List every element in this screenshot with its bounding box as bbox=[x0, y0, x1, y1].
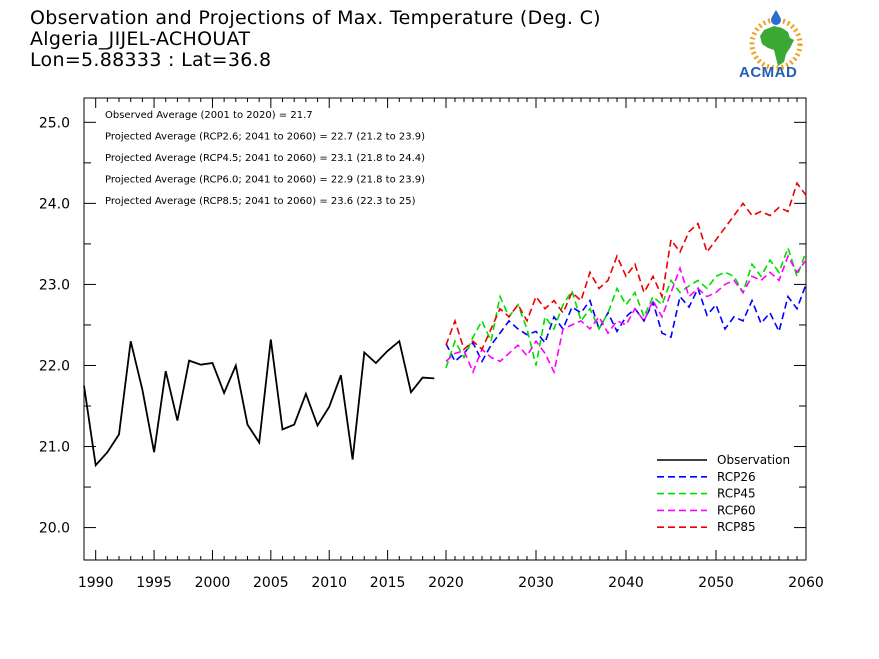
plot-frame bbox=[83, 97, 807, 561]
legend-label-rcp26: RCP26 bbox=[717, 470, 756, 484]
x-tick-label: 2015 bbox=[370, 575, 406, 591]
station-coords: Lon=5.88333 : Lat=36.8 bbox=[30, 49, 272, 71]
acmad-logo-text: ACMAD bbox=[739, 64, 798, 81]
x-tick-label: 2030 bbox=[518, 575, 554, 591]
x-tick-label: 2010 bbox=[311, 575, 347, 591]
chart-title: Observation and Projections of Max. Temp… bbox=[30, 7, 601, 29]
y-tick-label: 21.0 bbox=[39, 440, 70, 456]
x-tick-label: 2050 bbox=[698, 575, 734, 591]
x-tick-label: 2040 bbox=[608, 575, 644, 591]
y-tick-label: 22.0 bbox=[39, 358, 70, 374]
series-line-rcp45 bbox=[445, 245, 807, 369]
annotation-text: Projected Average (RCP6.0; 2041 to 2060)… bbox=[105, 175, 425, 186]
x-tick-label: 2000 bbox=[195, 575, 231, 591]
x-tick-label: 1995 bbox=[136, 575, 172, 591]
legend-label-rcp45: RCP45 bbox=[717, 487, 756, 501]
acmad-logo-icon bbox=[749, 10, 803, 71]
africa-map-icon bbox=[760, 26, 794, 66]
station-name: Algeria_JIJEL-ACHOUAT bbox=[30, 28, 251, 50]
x-tick-label: 2060 bbox=[788, 575, 824, 591]
y-tick-label: 23.0 bbox=[39, 277, 70, 293]
annotation-text: Projected Average (RCP2.6; 2041 to 2060)… bbox=[105, 132, 425, 143]
annotation-text: Observed Average (2001 to 2020) = 21.7 bbox=[105, 110, 313, 121]
legend-label-rcp60: RCP60 bbox=[717, 503, 756, 517]
y-tick-label: 20.0 bbox=[39, 521, 70, 537]
x-tick-label: 1990 bbox=[78, 575, 114, 591]
water-drop-icon bbox=[771, 10, 781, 25]
y-tick-label: 25.0 bbox=[39, 115, 70, 131]
y-tick-label: 24.0 bbox=[39, 196, 70, 212]
sun-rays-icon bbox=[749, 17, 803, 71]
series-line-rcp85 bbox=[445, 181, 807, 351]
annotation-text: Projected Average (RCP8.5; 2041 to 2060)… bbox=[105, 196, 416, 207]
x-tick-label: 2020 bbox=[428, 575, 464, 591]
x-tick-label: 2005 bbox=[253, 575, 289, 591]
legend-label-observation: Observation bbox=[717, 453, 790, 467]
series-line-rcp26 bbox=[445, 284, 807, 364]
series-line-observation bbox=[83, 339, 435, 468]
annotation-text: Projected Average (RCP4.5; 2041 to 2060)… bbox=[105, 153, 425, 164]
series-line-rcp60 bbox=[445, 254, 807, 375]
title-block: Observation and Projections of Max. Temp… bbox=[30, 8, 601, 71]
legend-label-rcp85: RCP85 bbox=[717, 520, 756, 534]
